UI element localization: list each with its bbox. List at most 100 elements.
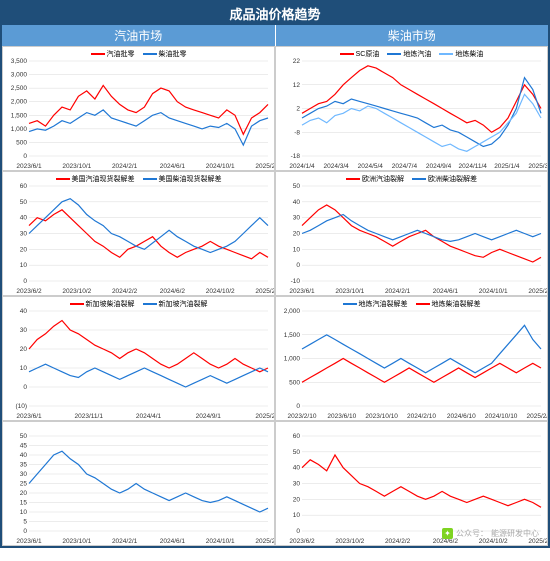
svg-text:2024/6/10: 2024/6/10 xyxy=(447,413,476,420)
chart-container: 成品油价格趋势 汽油市场 柴油市场 05001,0001,5002,0002,5… xyxy=(0,0,550,548)
svg-text:-18: -18 xyxy=(291,153,301,160)
svg-text:20: 20 xyxy=(293,496,301,503)
svg-text:0: 0 xyxy=(23,153,27,160)
svg-text:2023/10/1: 2023/10/1 xyxy=(62,163,91,170)
left-column-header: 汽油市场 xyxy=(2,25,276,46)
panel-6: 05001,0001,5002,0002023/2/102023/6/10202… xyxy=(275,296,548,421)
legend-swatch xyxy=(70,303,84,305)
svg-text:2025/2/1: 2025/2/1 xyxy=(255,163,274,170)
legend-label: 欧洲汽油裂解 xyxy=(362,174,404,184)
svg-text:2025/1/4: 2025/1/4 xyxy=(494,163,520,170)
svg-text:2024/10/10: 2024/10/10 xyxy=(485,413,518,420)
svg-text:40: 40 xyxy=(20,452,28,459)
svg-text:2: 2 xyxy=(296,106,300,113)
svg-text:2025/2/1: 2025/2/1 xyxy=(255,413,274,420)
svg-text:50: 50 xyxy=(20,199,28,206)
panel-2: -18-8212222024/1/42024/3/42024/5/42024/7… xyxy=(275,46,548,171)
svg-text:40: 40 xyxy=(20,215,28,222)
svg-text:-8: -8 xyxy=(294,129,300,136)
svg-text:2024/6/1: 2024/6/1 xyxy=(160,163,186,170)
svg-text:2024/11/4: 2024/11/4 xyxy=(458,163,487,170)
legend-item: 地炼汽油 xyxy=(387,49,431,59)
legend-label: 新加坡汽油裂解 xyxy=(159,299,208,309)
svg-text:2025/2/1: 2025/2/1 xyxy=(528,288,547,295)
svg-text:12: 12 xyxy=(293,82,301,89)
svg-text:5: 5 xyxy=(23,519,27,526)
legend-swatch xyxy=(343,303,357,305)
svg-text:2024/2/1: 2024/2/1 xyxy=(112,163,138,170)
svg-text:500: 500 xyxy=(289,379,300,386)
legend-label: 欧洲柴油裂解差 xyxy=(428,174,477,184)
svg-text:2023/6/10: 2023/6/10 xyxy=(327,413,356,420)
subheader-row: 汽油市场 柴油市场 xyxy=(2,25,548,46)
legend-item: 欧洲柴油裂解差 xyxy=(412,174,477,184)
right-column-header: 柴油市场 xyxy=(276,25,549,46)
legend-item: 美国柴油现货裂解差 xyxy=(143,174,222,184)
svg-text:2023/10/10: 2023/10/10 xyxy=(365,413,398,420)
legend-item: 新加坡柴油裂解 xyxy=(70,299,135,309)
chart-grid: 05001,0001,5002,0002,5003,0003,5002023/6… xyxy=(2,46,548,546)
svg-text:0: 0 xyxy=(296,403,300,410)
legend-swatch xyxy=(439,53,453,55)
svg-text:3,000: 3,000 xyxy=(11,72,28,79)
svg-text:20: 20 xyxy=(20,246,28,253)
svg-text:1,500: 1,500 xyxy=(11,112,28,119)
svg-text:2025/2/2: 2025/2/2 xyxy=(255,288,274,295)
svg-text:25: 25 xyxy=(20,481,28,488)
panel-1: 05001,0001,5002,0002,5003,0003,5002023/6… xyxy=(2,46,275,171)
svg-text:2024/2/1: 2024/2/1 xyxy=(385,288,411,295)
watermark-prefix: 公众号： xyxy=(456,528,488,539)
legend-item: 地炼柴油 xyxy=(439,49,483,59)
svg-text:1,500: 1,500 xyxy=(284,332,301,339)
panel-3: 01020304050602023/6/22023/10/22024/2/220… xyxy=(2,171,275,296)
svg-text:2024/2/2: 2024/2/2 xyxy=(385,538,411,545)
svg-text:2025/2/2: 2025/2/2 xyxy=(528,538,547,545)
legend-swatch xyxy=(346,178,360,180)
panel-5: (10)0102030402023/6/12023/11/12024/4/120… xyxy=(2,296,275,421)
legend-swatch xyxy=(340,53,354,55)
svg-text:60: 60 xyxy=(20,183,28,190)
svg-text:20: 20 xyxy=(20,346,28,353)
svg-text:2024/10/2: 2024/10/2 xyxy=(206,288,235,295)
svg-text:2025/2/10: 2025/2/10 xyxy=(527,413,547,420)
svg-text:2,000: 2,000 xyxy=(284,308,301,315)
legend-label: SC原油 xyxy=(356,49,380,59)
legend-label: 新加坡柴油裂解 xyxy=(86,299,135,309)
svg-text:500: 500 xyxy=(16,139,27,146)
svg-text:15: 15 xyxy=(20,500,28,507)
svg-text:2024/3/4: 2024/3/4 xyxy=(323,163,349,170)
svg-text:2023/11/1: 2023/11/1 xyxy=(75,413,104,420)
legend-label: 美国柴油现货裂解差 xyxy=(159,174,222,184)
svg-text:45: 45 xyxy=(20,443,28,450)
legend-swatch xyxy=(416,303,430,305)
legend-swatch xyxy=(387,53,401,55)
panel-8: 01020304050602023/6/22023/10/22024/2/220… xyxy=(275,421,548,546)
svg-text:35: 35 xyxy=(20,462,28,469)
svg-text:3,500: 3,500 xyxy=(11,58,28,65)
svg-text:2024/4/1: 2024/4/1 xyxy=(136,413,162,420)
svg-text:2023/2/10: 2023/2/10 xyxy=(288,413,317,420)
svg-text:50: 50 xyxy=(293,183,301,190)
legend-label: 地炼柴油 xyxy=(455,49,483,59)
svg-text:10: 10 xyxy=(293,246,301,253)
svg-text:10: 10 xyxy=(293,512,301,519)
svg-text:2024/6/2: 2024/6/2 xyxy=(160,288,186,295)
svg-text:2024/9/4: 2024/9/4 xyxy=(426,163,452,170)
svg-text:2024/7/4: 2024/7/4 xyxy=(392,163,418,170)
svg-text:30: 30 xyxy=(20,231,28,238)
wechat-icon: ✦ xyxy=(442,528,453,539)
legend-item: SC原油 xyxy=(340,49,380,59)
svg-text:2024/9/1: 2024/9/1 xyxy=(196,413,222,420)
svg-text:20: 20 xyxy=(20,490,28,497)
legend-label: 地炼汽油裂解差 xyxy=(359,299,408,309)
svg-text:2023/6/1: 2023/6/1 xyxy=(16,538,42,545)
legend-item: 柴油批零 xyxy=(143,49,187,59)
panel-4: -10010203040502023/6/12023/10/12024/2/12… xyxy=(275,171,548,296)
svg-text:0: 0 xyxy=(296,528,300,535)
legend-swatch xyxy=(412,178,426,180)
legend-label: 汽油批零 xyxy=(107,49,135,59)
svg-text:2023/6/1: 2023/6/1 xyxy=(16,163,42,170)
main-title: 成品油价格趋势 xyxy=(2,2,548,25)
legend-label: 地炼柴油裂解差 xyxy=(432,299,481,309)
svg-text:10: 10 xyxy=(20,509,28,516)
